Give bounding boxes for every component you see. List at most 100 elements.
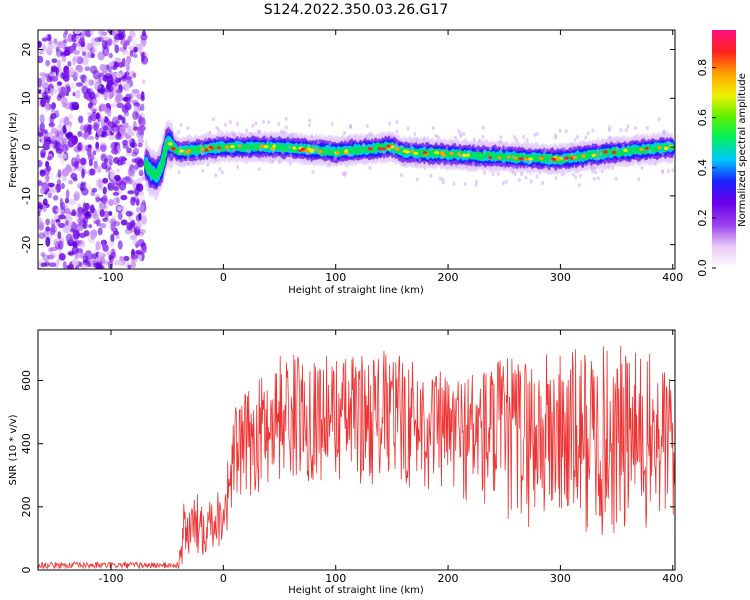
- spectrogram-noise-point: [56, 258, 61, 263]
- spectrogram-halo-point: [667, 140, 671, 145]
- spectrogram-noise-point: [83, 131, 89, 141]
- spectrogram-noise-point: [57, 143, 64, 149]
- spectrogram-noise-point: [122, 144, 129, 149]
- x-tick-label: 200: [438, 271, 459, 284]
- spectrogram-peak-point: [230, 145, 235, 149]
- spectrogram-halo-point: [462, 132, 466, 137]
- spectrogram-noise-point: [70, 172, 78, 180]
- spectrogram-halo-point: [515, 138, 519, 143]
- spectrogram-noise-point: [91, 98, 97, 104]
- spectrogram-noise-point: [50, 246, 58, 252]
- spectrogram-halo-point: [513, 172, 517, 177]
- y-tick-label: 400: [20, 433, 33, 454]
- spectrogram-noise-point: [76, 217, 84, 224]
- spectrogram-halo-point: [181, 158, 185, 163]
- spectrogram-noise-point: [112, 191, 120, 196]
- spectrogram-noise-point: [38, 196, 42, 203]
- y-tick-label: -10: [20, 187, 33, 205]
- spectrogram-halo-point: [633, 126, 637, 131]
- y-tick-label: 600: [20, 370, 33, 391]
- spectrogram-noise-point: [73, 145, 81, 153]
- spectrogram-halo-point: [173, 136, 177, 141]
- spectrogram-noise-point: [42, 46, 47, 52]
- spectrogram-noise-point: [65, 208, 73, 213]
- spectrogram-noise-point: [73, 231, 79, 242]
- spectrogram-halo-point: [477, 138, 481, 143]
- spectrogram-peak-point: [657, 145, 662, 150]
- spectrogram-halo-point: [525, 138, 529, 143]
- spectrogram-halo-point: [529, 179, 533, 184]
- spectrogram-noise-point: [84, 202, 90, 211]
- spectrogram-noise-point: [61, 137, 68, 145]
- spectrogram-peak-point: [623, 148, 628, 152]
- spectrogram-noise-point: [90, 53, 95, 59]
- spectrogram-halo-point: [327, 163, 331, 168]
- spectrogram-noise-point: [98, 260, 103, 269]
- spectrogram-noise-point: [129, 30, 136, 38]
- spectrogram-halo-point: [499, 147, 503, 152]
- spectrogram-noise-point: [43, 141, 51, 151]
- spectrogram-noise-point: [108, 134, 116, 140]
- spectrogram-noise-point: [100, 130, 108, 138]
- spectrogram-noise-point: [58, 214, 66, 220]
- spectrogram-noise-point: [82, 209, 89, 217]
- spectrogram-noise-point: [72, 68, 79, 77]
- spectrogram-noise-point: [111, 116, 119, 126]
- spectrogram-noise-point: [137, 239, 145, 244]
- spectrogram-noise-point: [91, 229, 98, 236]
- spectrogram-noise-point: [63, 49, 71, 56]
- spectrogram-halo-point: [472, 137, 476, 142]
- spectrogram-noise-point: [137, 158, 145, 168]
- spectrogram-noise-point: [76, 182, 81, 189]
- spectrogram-halo-point: [346, 152, 350, 157]
- spectrogram-halo-point: [410, 140, 414, 145]
- spectrogram-noise-point: [78, 115, 84, 124]
- spectrogram-noise-point: [79, 157, 87, 166]
- spectrogram-noise-point: [49, 252, 57, 259]
- spectrogram-noise-point: [111, 215, 117, 221]
- spectrogram-noise-point: [133, 88, 140, 97]
- spectrogram-noise-point: [42, 91, 48, 100]
- x-tick-label: 300: [550, 572, 571, 585]
- spectrogram-noise-point: [95, 196, 101, 203]
- spectrogram-halo-point: [535, 174, 539, 179]
- spectrogram-halo-point: [520, 171, 524, 176]
- spectrogram-halo-point: [257, 167, 261, 172]
- spectrogram-noise-point: [79, 74, 84, 80]
- spectrogram-halo-point: [238, 135, 242, 140]
- spectrogram-peak-point: [462, 153, 467, 157]
- spectrogram-halo-point: [596, 176, 600, 181]
- spectrogram-noise-point: [47, 34, 52, 42]
- spectrogram-noise-point: [73, 30, 82, 35]
- snr-panel: -100 0 100 200 300 400 0 200 400 600 Height of s…: [8, 329, 683, 596]
- spectrogram-halo-point: [257, 129, 261, 134]
- spectrogram-halo-point: [503, 146, 507, 151]
- spectrogram-halo-point: [600, 169, 604, 174]
- spectrogram-noise-point: [76, 252, 81, 258]
- spectrogram-halo-point: [201, 168, 205, 173]
- spectrogram-noise-point: [80, 125, 85, 131]
- spectrogram-halo-point: [177, 170, 181, 175]
- spectrogram-noise-point: [51, 224, 56, 229]
- spectrogram-noise-point: [60, 182, 65, 190]
- spectrogram-noise-point: [107, 84, 114, 92]
- colorbar-tick-label: 0.4: [696, 159, 709, 177]
- spectrogram-noise-point: [138, 117, 146, 127]
- spectrogram-peak-point: [170, 147, 176, 151]
- spectrogram-peak-point: [259, 144, 264, 148]
- spectrogram-noise-point: [125, 62, 130, 72]
- spectrogram-halo-point: [524, 165, 528, 170]
- snr-frame: [37, 329, 676, 571]
- spectrogram-halo-point: [429, 146, 433, 151]
- spectrogram-halo-point: [178, 144, 182, 149]
- spectrogram-noise-point: [126, 161, 133, 167]
- spectrogram-noise-point: [122, 260, 131, 267]
- spectrogram-peak-point: [563, 156, 569, 160]
- spectrogram-halo-point: [226, 148, 230, 153]
- spectrogram-halo-point: [434, 133, 438, 138]
- spectrogram-noise-point: [56, 131, 64, 141]
- spectrogram-noise-point: [49, 227, 56, 236]
- spectrogram-noise-point: [132, 147, 140, 155]
- spectrogram-x-ticks: -100 0 100 200 300 400: [99, 30, 683, 284]
- colorbar-tick-label: 0.8: [696, 59, 709, 77]
